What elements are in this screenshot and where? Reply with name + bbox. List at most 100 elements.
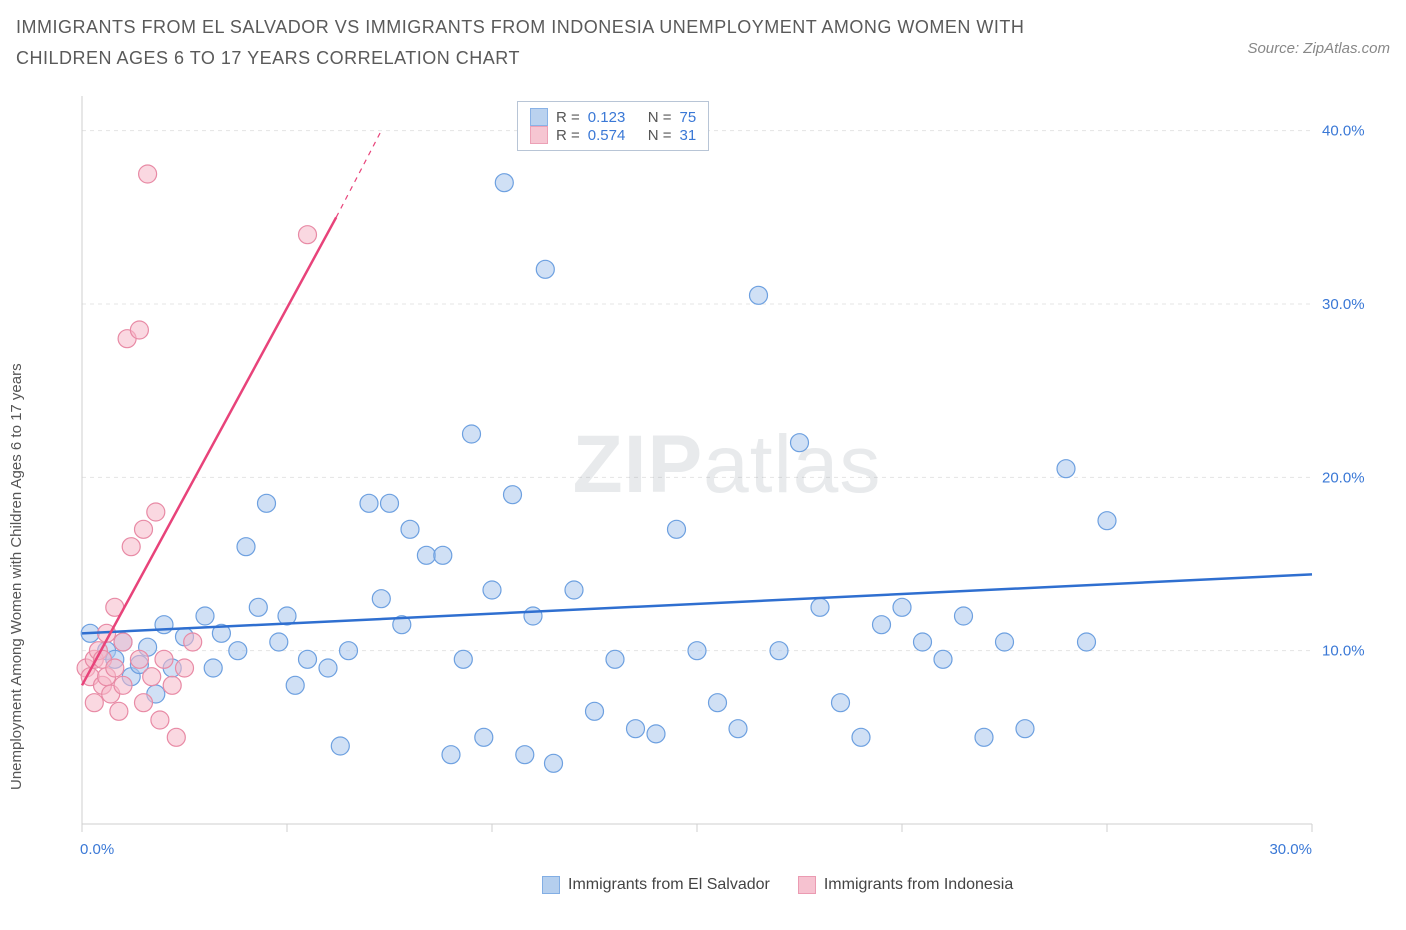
scatter-point: [151, 711, 169, 729]
scatter-point: [163, 676, 181, 694]
legend-R-label: R =: [556, 127, 580, 144]
scatter-point: [565, 581, 583, 599]
x-tick-label: 0.0%: [80, 841, 114, 858]
y-axis-label: Unemployment Among Women with Children A…: [8, 363, 25, 790]
scatter-point: [135, 520, 153, 538]
scatter-point: [85, 694, 103, 712]
scatter-point: [196, 607, 214, 625]
scatter-point: [955, 607, 973, 625]
scatter-point: [770, 642, 788, 660]
scatter-point: [1098, 512, 1116, 530]
trend-line-extrapolation: [336, 131, 381, 218]
legend-swatch: [530, 108, 548, 126]
legend-N-label: N =: [648, 109, 672, 126]
scatter-point: [110, 702, 128, 720]
legend-swatch: [542, 876, 560, 894]
scatter-point: [106, 659, 124, 677]
legend-N-value: 31: [680, 127, 697, 144]
scatter-point: [114, 633, 132, 651]
scatter-point: [319, 659, 337, 677]
scatter-point: [286, 676, 304, 694]
scatter-point: [463, 425, 481, 443]
legend-R-value: 0.574: [588, 127, 640, 144]
y-tick-label: 10.0%: [1322, 643, 1365, 660]
scatter-point: [155, 616, 173, 634]
scatter-point: [237, 538, 255, 556]
scatter-point: [750, 286, 768, 304]
chart-title: IMMIGRANTS FROM EL SALVADOR VS IMMIGRANT…: [16, 12, 1076, 73]
scatter-point: [299, 650, 317, 668]
legend-R-label: R =: [556, 109, 580, 126]
legend-R-value: 0.123: [588, 109, 640, 126]
scatter-point: [249, 598, 267, 616]
scatter-point: [1078, 633, 1096, 651]
scatter-point: [975, 728, 993, 746]
scatter-point: [811, 598, 829, 616]
scatter-point: [167, 728, 185, 746]
scatter-point: [340, 642, 358, 660]
scatter-point: [143, 668, 161, 686]
series-legend-item: Immigrants from Indonesia: [798, 876, 1013, 894]
scatter-point: [229, 642, 247, 660]
scatter-point: [434, 546, 452, 564]
scatter-point: [1057, 460, 1075, 478]
series-name: Immigrants from Indonesia: [824, 876, 1013, 894]
scatter-point: [524, 607, 542, 625]
scatter-point: [832, 694, 850, 712]
scatter-point: [709, 694, 727, 712]
scatter-point: [360, 494, 378, 512]
scatter-point: [454, 650, 472, 668]
series-name: Immigrants from El Salvador: [568, 876, 770, 894]
scatter-point: [204, 659, 222, 677]
scatter-point: [647, 725, 665, 743]
scatter-point: [688, 642, 706, 660]
scatter-point: [852, 728, 870, 746]
scatter-point: [1016, 720, 1034, 738]
scatter-svg: 10.0%20.0%30.0%40.0%0.0%30.0%: [72, 96, 1382, 864]
scatter-point: [139, 165, 157, 183]
scatter-point: [483, 581, 501, 599]
scatter-point: [401, 520, 419, 538]
series-legend: Immigrants from El Salvador Immigrants fr…: [542, 876, 1013, 894]
scatter-point: [504, 486, 522, 504]
scatter-point: [586, 702, 604, 720]
series-legend-item: Immigrants from El Salvador: [542, 876, 770, 894]
scatter-point: [516, 746, 534, 764]
scatter-point: [184, 633, 202, 651]
scatter-point: [381, 494, 399, 512]
scatter-point: [372, 590, 390, 608]
scatter-point: [996, 633, 1014, 651]
legend-swatch: [798, 876, 816, 894]
scatter-point: [258, 494, 276, 512]
scatter-point: [668, 520, 686, 538]
scatter-point: [130, 321, 148, 339]
legend-N-label: N =: [648, 127, 672, 144]
legend-row: R = 0.123 N = 75: [530, 108, 696, 126]
scatter-point: [176, 659, 194, 677]
scatter-point: [934, 650, 952, 668]
scatter-point: [442, 746, 460, 764]
scatter-point: [135, 694, 153, 712]
scatter-point: [147, 503, 165, 521]
scatter-point: [114, 676, 132, 694]
scatter-point: [627, 720, 645, 738]
scatter-point: [545, 754, 563, 772]
scatter-point: [873, 616, 891, 634]
source-credit: Source: ZipAtlas.com: [1247, 40, 1390, 57]
x-tick-label: 30.0%: [1269, 841, 1312, 858]
scatter-point: [417, 546, 435, 564]
scatter-point: [331, 737, 349, 755]
scatter-point: [729, 720, 747, 738]
scatter-point: [791, 434, 809, 452]
legend-row: R = 0.574 N = 31: [530, 126, 696, 144]
y-tick-label: 30.0%: [1322, 296, 1365, 313]
scatter-point: [893, 598, 911, 616]
scatter-point: [475, 728, 493, 746]
scatter-point: [495, 174, 513, 192]
stats-legend-box: R = 0.123 N = 75 R = 0.574 N = 31: [517, 101, 709, 151]
legend-N-value: 75: [680, 109, 697, 126]
y-tick-label: 20.0%: [1322, 469, 1365, 486]
scatter-point: [155, 650, 173, 668]
legend-swatch: [530, 126, 548, 144]
scatter-point: [130, 650, 148, 668]
